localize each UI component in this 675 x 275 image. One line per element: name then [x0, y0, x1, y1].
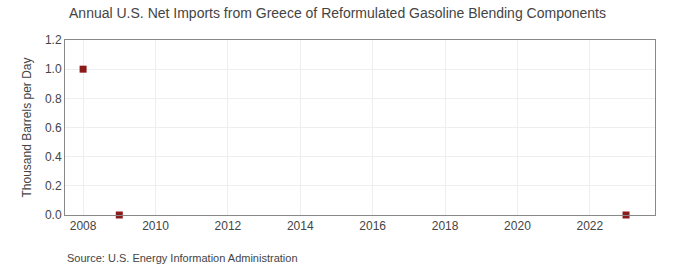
svg-text:0.0: 0.0: [45, 208, 62, 222]
svg-text:2016: 2016: [359, 219, 386, 233]
svg-text:2008: 2008: [70, 219, 97, 233]
svg-text:Annual U.S. Net Imports from G: Annual U.S. Net Imports from Greece of R…: [69, 5, 606, 21]
svg-text:2018: 2018: [432, 219, 459, 233]
svg-text:2022: 2022: [576, 219, 603, 233]
svg-text:1.2: 1.2: [45, 33, 62, 47]
svg-text:2010: 2010: [142, 219, 169, 233]
svg-text:2014: 2014: [287, 219, 314, 233]
svg-text:0.4: 0.4: [45, 150, 62, 164]
svg-text:1.0: 1.0: [45, 62, 62, 76]
svg-text:2020: 2020: [504, 219, 531, 233]
svg-text:0.2: 0.2: [45, 179, 62, 193]
svg-text:Source: U.S. Energy Informatio: Source: U.S. Energy Information Administ…: [67, 252, 298, 264]
svg-text:0.8: 0.8: [45, 92, 62, 106]
svg-text:0.6: 0.6: [45, 121, 62, 135]
svg-text:Thousand Barrels per Day: Thousand Barrels per Day: [20, 57, 34, 197]
svg-text:2012: 2012: [215, 219, 242, 233]
